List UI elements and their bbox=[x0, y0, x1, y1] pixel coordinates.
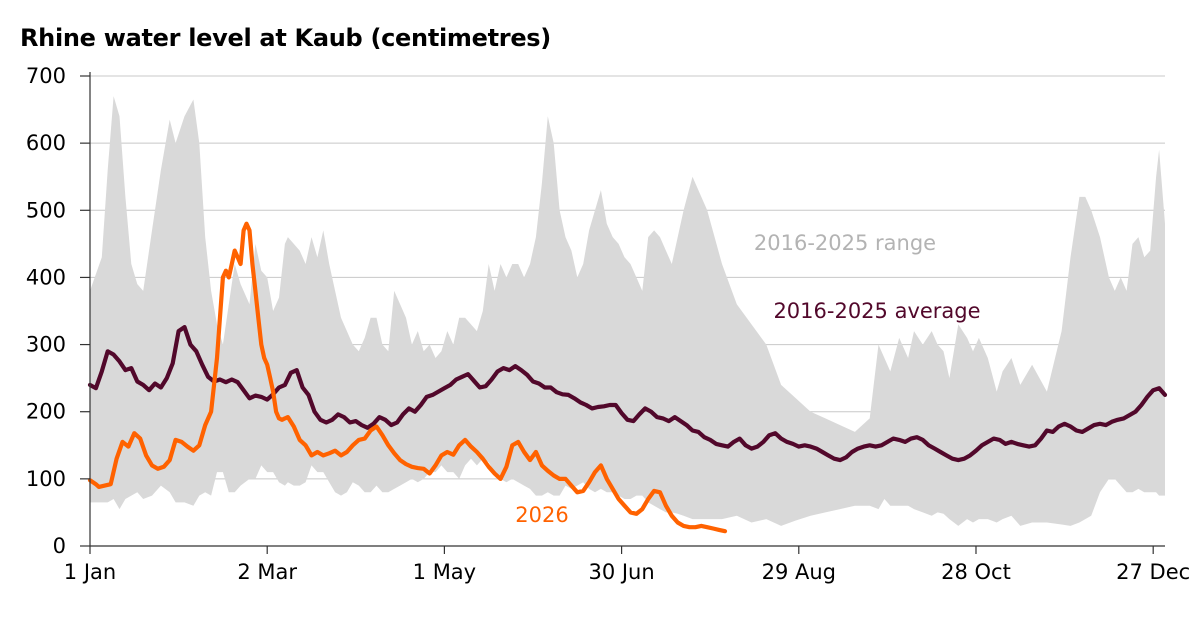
y-tick-label: 100 bbox=[26, 467, 66, 491]
y-tick-label: 500 bbox=[26, 198, 66, 222]
average-label: 2016-2025 average bbox=[773, 299, 980, 323]
current-year-line bbox=[87, 221, 728, 534]
chart-title: Rhine water level at Kaub (centimetres) bbox=[20, 24, 551, 52]
range-band-layer bbox=[90, 96, 1165, 526]
x-tick-label: 29 Aug bbox=[762, 560, 836, 584]
range-label: 2016-2025 range bbox=[754, 231, 936, 255]
series-lines-layer bbox=[87, 221, 1168, 534]
average-line bbox=[87, 325, 1168, 463]
y-tick-label: 0 bbox=[53, 534, 66, 558]
annotations-layer: 2016-2025 range 2016-2025 average 2026 bbox=[515, 231, 980, 527]
x-tick-label: 2 Mar bbox=[237, 560, 297, 584]
x-tick-label: 1 Jan bbox=[64, 560, 116, 584]
y-tick-label: 700 bbox=[26, 64, 66, 88]
axes-layer: 0 100 200 300 400 500 600 700 1 Jan 2 Mar 1 May 30 … bbox=[26, 64, 1190, 584]
x-tick-label: 28 Oct bbox=[941, 560, 1011, 584]
x-tick-label: 27 Dec bbox=[1116, 560, 1190, 584]
current-year-label: 2026 bbox=[515, 503, 568, 527]
y-tick-label: 400 bbox=[26, 265, 66, 289]
y-tick-label: 300 bbox=[26, 333, 66, 357]
x-tick-label: 1 May bbox=[413, 560, 476, 584]
x-tick-label: 30 Jun bbox=[588, 560, 654, 584]
y-tick-label: 200 bbox=[26, 400, 66, 424]
range-band bbox=[90, 96, 1165, 526]
y-tick-label: 600 bbox=[26, 131, 66, 155]
